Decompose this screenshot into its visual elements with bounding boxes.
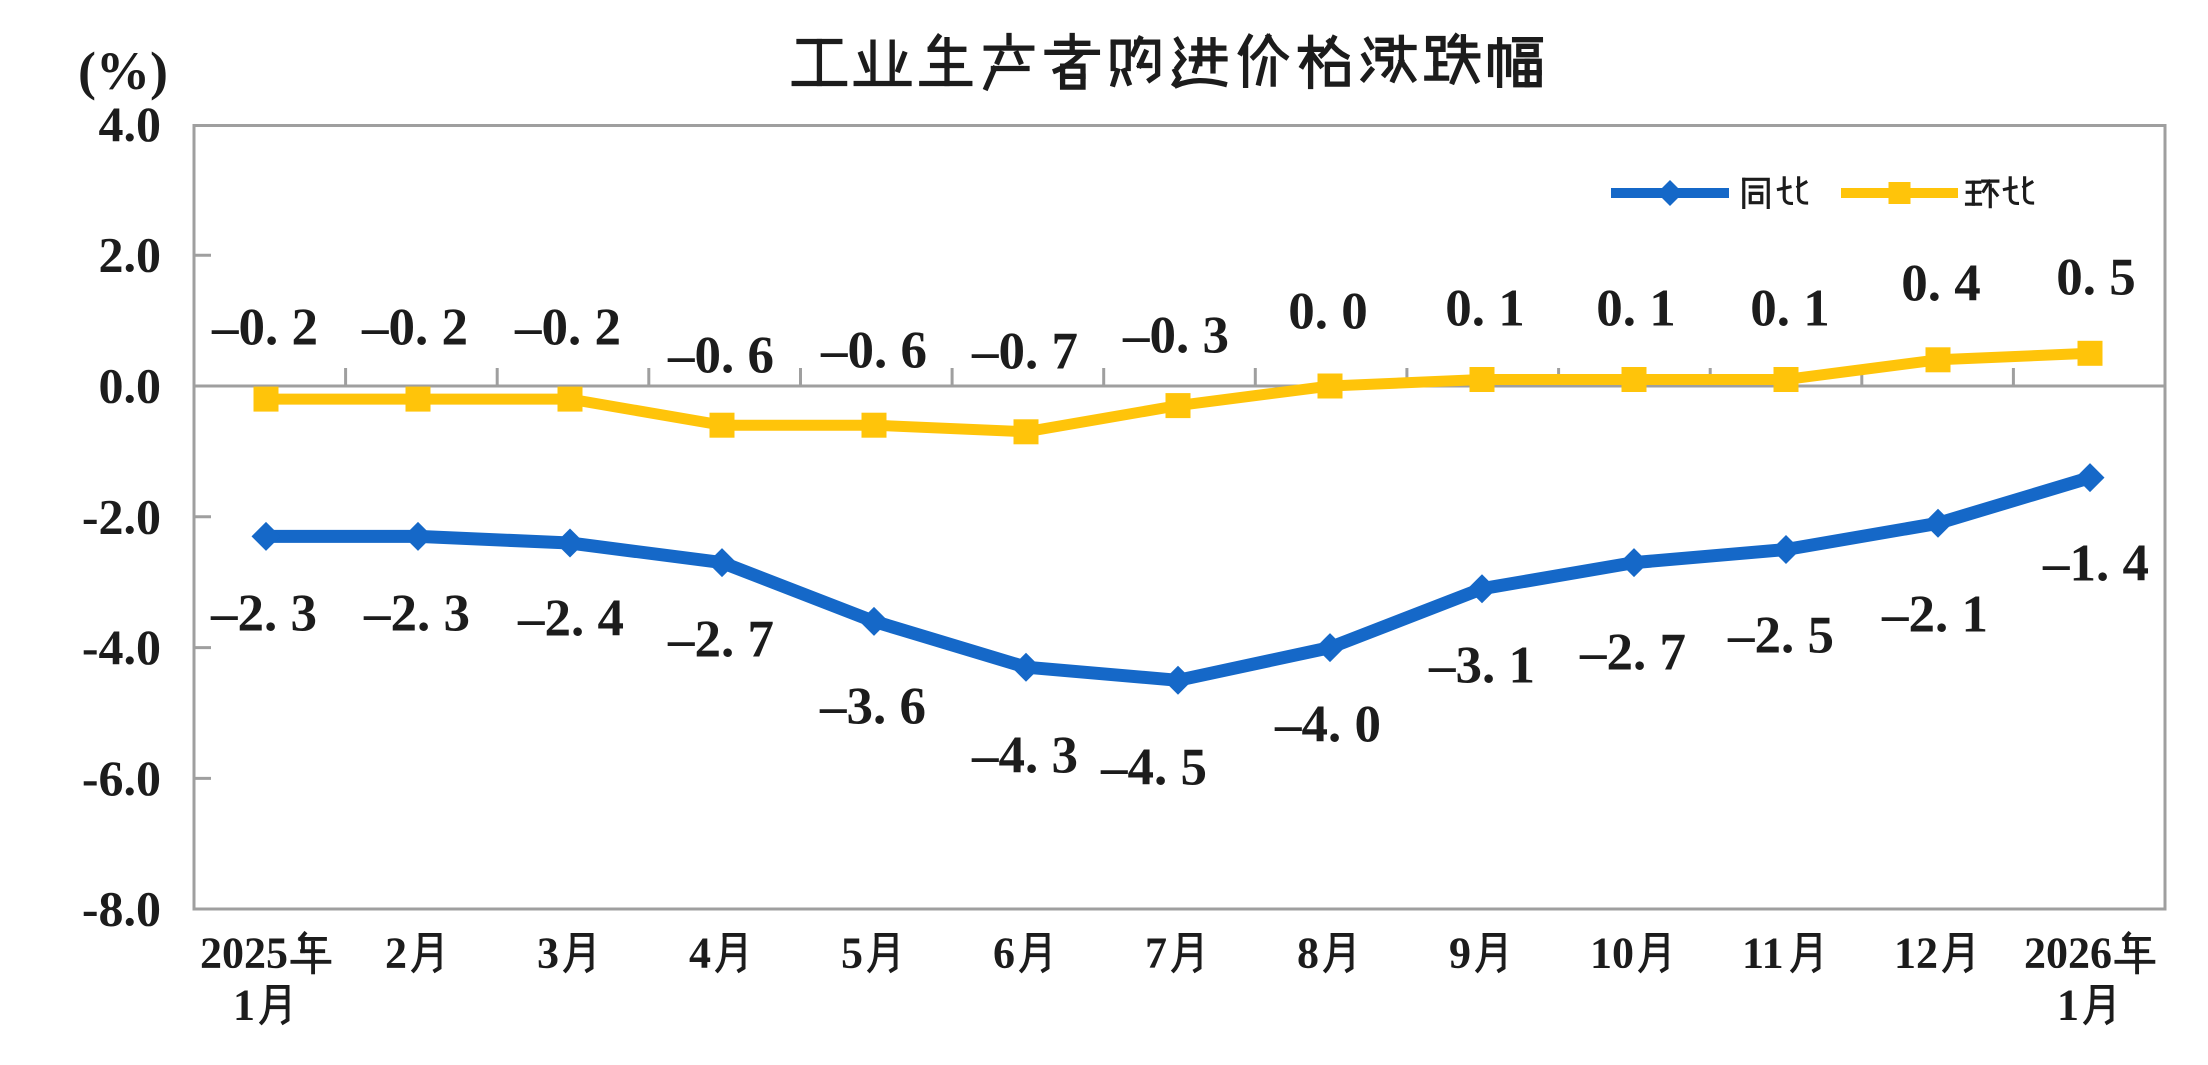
svg-text:0. 1: 0. 1: [1750, 280, 1830, 338]
svg-text:–2. 1: –2. 1: [1881, 586, 1988, 644]
svg-text:9: 9: [1449, 929, 1471, 978]
svg-text:–4. 0: –4. 0: [1274, 696, 1381, 754]
svg-text:7: 7: [1145, 929, 1167, 978]
svg-text:–0. 2: –0. 2: [514, 299, 621, 357]
svg-text:5: 5: [841, 929, 863, 978]
svg-text:3: 3: [537, 929, 559, 978]
svg-text:2025: 2025: [200, 929, 288, 978]
svg-text:-6.0: -6.0: [82, 750, 161, 806]
svg-text:–0. 6: –0. 6: [820, 322, 927, 380]
svg-text:6: 6: [993, 929, 1015, 978]
svg-text:–0. 7: –0. 7: [971, 323, 1078, 381]
svg-text:2: 2: [385, 929, 407, 978]
svg-text:-2.0: -2.0: [82, 488, 161, 544]
svg-text:–3. 1: –3. 1: [1428, 637, 1535, 695]
svg-text:4.0: 4.0: [99, 96, 162, 152]
svg-text:10: 10: [1590, 929, 1634, 978]
svg-text:–4. 3: –4. 3: [971, 727, 1078, 785]
svg-text:8: 8: [1297, 929, 1319, 978]
svg-text:–0. 2: –0. 2: [361, 299, 468, 357]
svg-text:–2. 4: –2. 4: [517, 590, 624, 648]
svg-text:-4.0: -4.0: [82, 619, 161, 675]
svg-text:0. 5: 0. 5: [2056, 249, 2136, 307]
svg-text:4: 4: [689, 929, 711, 978]
svg-text:–3. 6: –3. 6: [819, 678, 926, 736]
svg-text:–0. 6: –0. 6: [667, 327, 774, 385]
svg-text:11: 11: [1742, 929, 1784, 978]
svg-text:0. 0: 0. 0: [1288, 283, 1368, 341]
svg-text:0. 1: 0. 1: [1596, 280, 1676, 338]
svg-text:-8.0: -8.0: [82, 881, 161, 937]
svg-text:–1. 4: –1. 4: [2042, 535, 2149, 593]
svg-text:–0. 2: –0. 2: [211, 299, 318, 357]
svg-text:0.0: 0.0: [99, 358, 162, 414]
svg-text:1: 1: [2057, 981, 2079, 1030]
svg-text:0. 1: 0. 1: [1445, 280, 1525, 338]
svg-text:0. 4: 0. 4: [1901, 255, 1981, 313]
svg-text:12: 12: [1894, 929, 1938, 978]
svg-text:(%): (%): [78, 41, 168, 101]
svg-text:–0. 3: –0. 3: [1122, 307, 1229, 365]
svg-text:–2. 3: –2. 3: [363, 585, 470, 643]
svg-text:–2. 5: –2. 5: [1727, 607, 1834, 665]
svg-text:2.0: 2.0: [99, 227, 162, 283]
svg-text:–2. 7: –2. 7: [667, 611, 774, 669]
svg-text:–4. 5: –4. 5: [1100, 739, 1207, 797]
svg-text:–2. 7: –2. 7: [1579, 624, 1686, 682]
svg-text:2026: 2026: [2024, 929, 2112, 978]
svg-text:–2. 3: –2. 3: [210, 585, 317, 643]
svg-text:1: 1: [233, 981, 255, 1030]
